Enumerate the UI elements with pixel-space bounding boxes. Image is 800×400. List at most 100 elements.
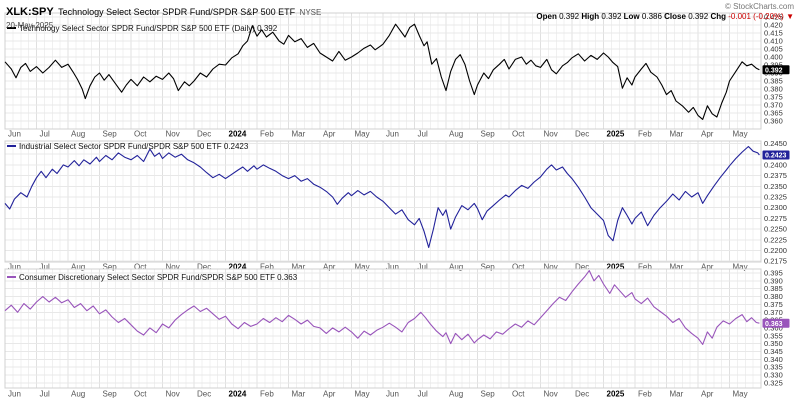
x-axis-month-label: May	[355, 130, 370, 139]
legend-text-consumer: Consumer Discretionary Select Sector SPD…	[19, 273, 298, 282]
ohlc-quote: Open 0.392 High 0.392 Low 0.386 Close 0.…	[536, 12, 794, 21]
x-axis-month-label: Nov	[166, 390, 180, 399]
x-axis-month-label: May	[355, 390, 370, 399]
x-axis-month-label: Aug	[71, 263, 85, 272]
x-axis-month-label: Dec	[575, 130, 589, 139]
y-axis-tick-label: 0.2325	[764, 193, 787, 202]
x-axis-month-label: Aug	[71, 130, 85, 139]
plot-frame	[4, 268, 762, 389]
x-axis-month-label: 2024	[229, 130, 247, 139]
legend-swatch-industrial	[7, 144, 16, 147]
x-axis-month-label: Jun	[386, 390, 399, 399]
chg-value: -0.001 (-0.20%)	[728, 12, 784, 21]
close-value: 0.392	[688, 12, 709, 21]
y-axis-tick-label: 0.395	[764, 61, 783, 70]
x-axis-month-label: Sep	[103, 263, 118, 272]
x-axis-month-label: Mar	[670, 390, 684, 399]
y-axis-tick-label: 0.370	[764, 101, 783, 110]
x-axis-month-label: Jun	[8, 390, 21, 399]
panel-technology-ratio: 0.4250.4200.4150.4100.4050.4000.3950.390…	[4, 12, 790, 139]
x-axis-month-label: Oct	[134, 130, 147, 139]
y-axis-tick-label: 0.350	[764, 339, 783, 348]
y-axis-tick-label: 0.380	[764, 85, 783, 94]
x-axis-month-label: Apr	[323, 130, 336, 139]
header-right: © StockCharts.com Open 0.392 High 0.392 …	[536, 2, 794, 21]
y-axis-tick-label: 0.360	[764, 117, 783, 126]
y-axis-tick-label: 0.2300	[764, 203, 787, 212]
y-axis-tick-label: 0.2200	[764, 246, 787, 255]
x-axis-month-label: Aug	[449, 130, 463, 139]
x-axis-month-label: Apr	[323, 263, 336, 272]
y-axis-tick-label: 0.370	[764, 308, 783, 317]
x-axis-month-label: Sep	[481, 390, 496, 399]
x-axis-month-label: Dec	[575, 263, 589, 272]
x-axis-month-label: Nov	[544, 130, 558, 139]
x-axis-month-label: Dec	[197, 130, 211, 139]
x-axis-month-label: Feb	[260, 390, 274, 399]
x-axis-month-label: Oct	[512, 263, 525, 272]
industrial-ratio-line	[4, 145, 760, 249]
plot-frame	[4, 140, 762, 263]
consumer-discretionary-ratio-line	[4, 270, 760, 345]
chart-header: XLK:SPY Technology Select Sector SPDR Fu…	[6, 2, 794, 30]
x-axis-month-label: Feb	[638, 130, 652, 139]
x-axis-month-label: Mar	[292, 130, 306, 139]
x-axis-month-label: Sep	[103, 390, 118, 399]
chart-title: Technology Select Sector SPDR Fund/SPDR …	[58, 7, 296, 17]
x-axis-month-label: Feb	[260, 130, 274, 139]
open-value: 0.392	[559, 12, 580, 21]
y-axis-tick-label: 0.2350	[764, 182, 787, 191]
y-axis-tick-label: 0.355	[764, 331, 783, 340]
high-value: 0.392	[601, 12, 622, 21]
current-value-bug	[762, 150, 790, 160]
x-axis-month-label: Apr	[701, 130, 714, 139]
current-value-bug-text: 0.2423	[765, 153, 787, 160]
current-value-bug	[762, 318, 790, 328]
y-axis-tick-label: 0.360	[764, 323, 783, 332]
legend-text-technology: Technology Select Sector SPDR Fund/SPDR …	[19, 24, 278, 33]
y-axis-tick-label: 0.2250	[764, 225, 787, 234]
x-axis-month-label: Jun	[386, 263, 399, 272]
y-axis-tick-label: 0.2375	[764, 171, 787, 180]
x-axis-month-label: Feb	[638, 390, 652, 399]
x-axis-month-label: Dec	[197, 390, 211, 399]
y-axis-tick-label: 0.390	[764, 276, 783, 285]
x-axis-month-label: Jul	[418, 263, 428, 272]
x-axis-month-label: Sep	[481, 263, 496, 272]
x-axis-month-label: Aug	[449, 263, 463, 272]
x-axis-month-label: 2024	[229, 263, 247, 272]
x-axis-month-label: Jul	[418, 130, 428, 139]
y-axis-tick-label: 0.415	[764, 29, 783, 38]
y-axis-tick-label: 0.330	[764, 371, 783, 380]
x-axis-month-label: Oct	[134, 390, 147, 399]
x-axis-month-label: Apr	[323, 390, 336, 399]
legend-swatch-technology	[7, 26, 16, 29]
y-axis-tick-label: 0.335	[764, 363, 783, 372]
x-axis-month-label: Mar	[292, 390, 306, 399]
low-value: 0.386	[641, 12, 662, 21]
copyright: © StockCharts.com	[724, 2, 794, 11]
x-axis-month-label: Jun	[386, 130, 399, 139]
x-axis-month-label: Oct	[512, 130, 525, 139]
y-axis-tick-label: 0.410	[764, 37, 783, 46]
x-axis-month-label: 2025	[607, 130, 625, 139]
x-axis-month-label: May	[733, 263, 748, 272]
header-left: XLK:SPY Technology Select Sector SPDR Fu…	[6, 2, 794, 30]
x-axis-month-label: Jul	[40, 390, 50, 399]
x-axis-month-label: 2024	[229, 390, 247, 399]
x-axis-month-label: Mar	[670, 263, 684, 272]
y-axis-tick-label: 0.385	[764, 284, 783, 293]
chg-label: Chg	[710, 12, 727, 21]
legend-consumer: Consumer Discretionary Select Sector SPD…	[7, 273, 297, 282]
open-label: Open	[536, 12, 557, 21]
y-axis-tick-label: 0.375	[764, 93, 783, 102]
legend-industrial: Industrial Select Sector SPDR Fund/SPDR …	[7, 142, 248, 151]
close-label: Close	[664, 12, 686, 21]
y-axis-tick-label: 0.2175	[764, 257, 787, 266]
current-value-bug-text: 0.363	[765, 321, 783, 328]
technology-ratio-line	[4, 23, 760, 120]
chart-date: 20-May-2025	[6, 21, 54, 30]
plot-frame	[4, 12, 762, 130]
legend-text-industrial: Industrial Select Sector SPDR Fund/SPDR …	[19, 142, 249, 151]
